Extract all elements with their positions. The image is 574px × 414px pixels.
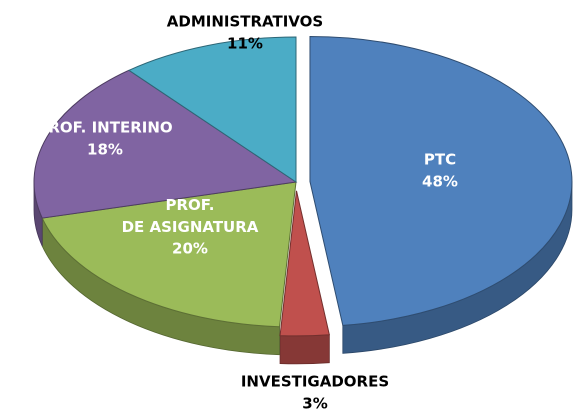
slice-label: ADMINISTRATIVOS [167,13,323,31]
slice-value-label: 48% [422,173,458,191]
slice [33,69,298,219]
slice-side [279,334,330,365]
slice-label: PTC [424,151,456,169]
slice [127,36,297,183]
slice [41,181,297,328]
slice [309,36,573,326]
slice-value-label: 20% [172,240,208,258]
slice-value-label: 18% [87,141,123,159]
slice-label: PROF. INTERINO [37,119,172,137]
slice-value-label: 11% [227,35,263,53]
slice [279,190,330,337]
slice-label: INVESTIGADORES [241,373,389,391]
slice-label: PROF. DE ASIGNATURA [122,196,259,236]
slice-value-label: 3% [302,395,327,413]
